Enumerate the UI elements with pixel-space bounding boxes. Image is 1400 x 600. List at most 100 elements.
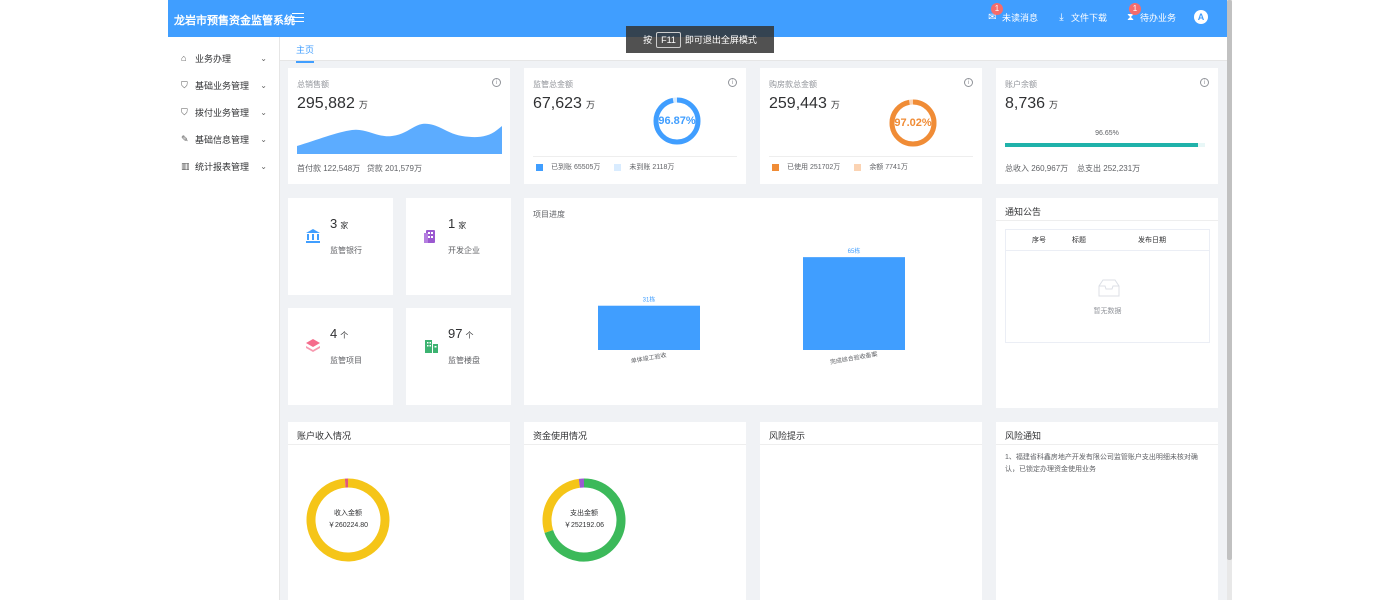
- bank-icon: [306, 229, 320, 243]
- purchase-label: 购房款总金额: [769, 80, 817, 89]
- risk-notice-card: 风险通知 1、福建省科鑫房地产开发有限公司监管账户支出明细未核对确认，已锁定办理…: [996, 422, 1218, 600]
- donut-slice-0[interactable]: [544, 478, 626, 562]
- supervision-legend: 已到账 65505万 未到账 2118万: [536, 162, 674, 172]
- notice-table: 序号 标题 发布日期 暂无数据: [1005, 229, 1210, 343]
- account-income-card: 账户收入情况 收入金额 ￥260224.80: [288, 422, 510, 600]
- building-count: 97 个: [448, 326, 474, 341]
- category-label-1: 完成综合验收备案: [829, 350, 878, 366]
- sales-foot: 首付款 122,548万 贷款 201,579万: [297, 164, 422, 173]
- col-date: 发布日期: [1138, 237, 1166, 244]
- page-scrollbar[interactable]: [1227, 0, 1232, 600]
- account-income-title: 账户收入情况: [297, 431, 352, 441]
- donut-slice-0[interactable]: [306, 478, 390, 562]
- sidebar-item-label: 统计报表管理: [195, 161, 250, 172]
- sales-area-chart: [297, 123, 502, 154]
- sales-value: 295,882 万: [297, 95, 368, 112]
- sales-label: 总销售额: [297, 80, 329, 89]
- unread-messages-button[interactable]: ✉ 1 未读消息: [987, 2, 1038, 24]
- category-label-0: 单体竣工验收: [630, 351, 667, 365]
- sidebar-item-label: 拨付业务管理: [195, 107, 250, 118]
- info-icon[interactable]: i: [964, 78, 973, 87]
- file-download-button[interactable]: ⤓ 文件下载: [1056, 11, 1107, 24]
- supervision-label: 监管总金额: [533, 80, 573, 89]
- supervision-value: 67,623 万: [533, 95, 595, 112]
- sidebar: ⌂ 业务办理 ⌄ ⛉ 基础业务管理 ⌄ ⛉ 拨付业务管理 ⌄ ✎ 基础信息管理 …: [168, 37, 280, 600]
- balance-card: 账户余额 i 8,736 万 96.65% 总收入 260,967万 总支出 25…: [996, 68, 1218, 184]
- supervision-card: 监管总金额 i 67,623 万 96.87% 已到账 65505万 未到账 21…: [524, 68, 746, 184]
- bar-1[interactable]: [803, 257, 905, 350]
- usage-donut-chart: [542, 478, 626, 562]
- purchase-ring: 97.02%: [888, 98, 938, 148]
- mail-icon: ✉: [988, 11, 997, 23]
- building-icon: [424, 230, 435, 243]
- tab-home[interactable]: 主页: [296, 43, 315, 63]
- sidebar-item-label: 基础信息管理: [195, 134, 250, 145]
- chart-icon: ▥: [181, 160, 190, 171]
- risk-hint-card: 风险提示: [760, 422, 982, 600]
- sidebar-item-reports[interactable]: ▥ 统计报表管理 ⌄: [168, 153, 279, 179]
- pending-tasks-label: 待办业务: [1139, 12, 1176, 23]
- income-donut-chart: [306, 478, 390, 562]
- sidebar-item-basic-info[interactable]: ✎ 基础信息管理 ⌄: [168, 126, 279, 152]
- purchase-legend: 已使用 251702万 余额 7741万: [772, 162, 908, 172]
- fullscreen-tip: 按 F11 即可退出全屏模式: [626, 26, 774, 53]
- balance-foot: 总收入 260,967万 总支出 252,231万: [1005, 164, 1141, 173]
- fullscreen-key: F11: [656, 31, 681, 48]
- bar-0[interactable]: [598, 305, 700, 350]
- scrollbar-thumb[interactable]: [1227, 0, 1232, 560]
- income-center-label: 收入金额: [334, 510, 362, 517]
- menu-toggle-icon[interactable]: [292, 10, 304, 24]
- pending-tasks-button[interactable]: ⧗ 1 待办业务: [1125, 2, 1176, 24]
- hourglass-icon: ⧗: [1126, 11, 1134, 23]
- risk-hint-title: 风险提示: [769, 431, 806, 441]
- layers-icon: [306, 339, 320, 352]
- income-donut-center: 收入金额 ￥260224.80: [305, 508, 391, 532]
- income-center-value: ￥260224.80: [327, 522, 369, 529]
- fullscreen-tip-text: 即可退出全屏模式: [684, 35, 757, 45]
- fullscreen-tip-prefix: 按: [643, 35, 653, 45]
- chevron-down-icon: ⌄: [260, 80, 267, 90]
- balance-value: 8,736 万: [1005, 95, 1059, 112]
- col-index: 序号: [1032, 237, 1046, 244]
- balance-progress-track: [1005, 143, 1205, 147]
- project-progress-card: 项目进度 31栋 单体竣工验收 65栋 完成综合验收备案: [524, 198, 982, 405]
- sidebar-item-basic-business[interactable]: ⛉ 基础业务管理 ⌄: [168, 72, 279, 98]
- chevron-down-icon: ⌄: [260, 161, 267, 171]
- chevron-down-icon: ⌄: [260, 134, 267, 144]
- risk-notice-text[interactable]: 1、福建省科鑫房地产开发有限公司监管账户支出明细未核对确认，已锁定办理资金使用业…: [1005, 454, 1198, 473]
- usage-center-value: ￥252192.06: [563, 522, 605, 529]
- fund-usage-title: 资金使用情况: [533, 431, 588, 441]
- sidebar-item-business[interactable]: ⌂ 业务办理 ⌄: [168, 45, 279, 71]
- bank-label: 监管银行: [330, 246, 362, 255]
- project-progress-title: 项目进度: [533, 210, 565, 219]
- supervision-ring-text: 96.87%: [658, 115, 696, 127]
- app-root: 龙岩市预售资金监管系统 ✉ 1 未读消息 ⤓ 文件下载 ⧗ 1 待办业务 A 按…: [168, 0, 1232, 600]
- bar-data-label-1: 65栋: [848, 247, 861, 255]
- info-icon[interactable]: i: [1200, 78, 1209, 87]
- sidebar-item-payment-business[interactable]: ⛉ 拨付业务管理 ⌄: [168, 99, 279, 125]
- notice-empty-text: 暂无数据: [1093, 308, 1122, 315]
- purchase-value: 259,443 万: [769, 95, 840, 112]
- unread-messages-label: 未读消息: [1001, 12, 1038, 23]
- fund-usage-card: 资金使用情况 支出金额 ￥252192.06: [524, 422, 746, 600]
- developer-label: 开发企业: [448, 246, 480, 255]
- user-icon[interactable]: A: [1194, 10, 1208, 24]
- risk-notice-title: 风险通知: [1005, 431, 1042, 441]
- shield-icon: ⛉: [181, 79, 188, 90]
- wrench-icon: ✎: [181, 133, 189, 144]
- home-icon: ⌂: [181, 53, 187, 63]
- supervision-ring: 96.87%: [652, 96, 702, 146]
- info-icon[interactable]: i: [728, 78, 737, 87]
- notice-card: 通知公告 序号 标题 发布日期 暂无数据: [996, 198, 1218, 408]
- chevron-down-icon: ⌄: [260, 107, 267, 117]
- building-card: 97 个 监管楼盘: [406, 308, 511, 405]
- file-download-label: 文件下载: [1070, 12, 1107, 23]
- donut-slice-1[interactable]: [542, 478, 581, 533]
- info-icon[interactable]: i: [492, 78, 501, 87]
- top-actions: ✉ 1 未读消息 ⤓ 文件下载 ⧗ 1 待办业务 A: [987, 2, 1208, 24]
